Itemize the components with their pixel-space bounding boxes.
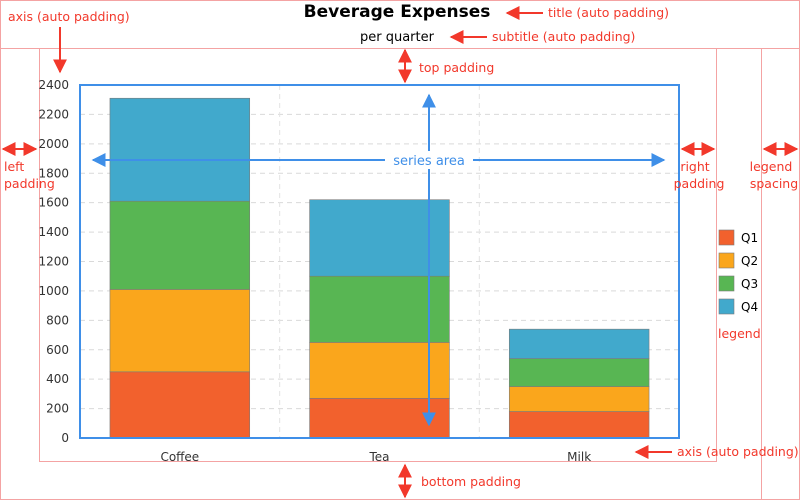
left-padding-label-line1: left [4, 159, 24, 174]
legend-spacing-label-line1: legend [750, 159, 793, 174]
legend-swatch [718, 298, 735, 315]
y-tick-label: 2000 [38, 137, 69, 151]
top-padding-label: top padding [419, 60, 494, 75]
legend: Q1 Q2 Q3 Q4 [718, 229, 758, 315]
y-tick-label: 2400 [38, 78, 69, 92]
y-tick-label: 1200 [38, 255, 69, 269]
bar-milk-q1 [508, 411, 650, 439]
legend-swatch [718, 252, 735, 269]
y-tick-label: 200 [46, 402, 69, 416]
y-tick-label: 1800 [38, 166, 69, 180]
legend-swatch [718, 229, 735, 246]
legend-label: Q3 [741, 277, 758, 291]
legend-spacing-label-line2: spacing [750, 176, 798, 191]
y-tick-label: 600 [46, 343, 69, 357]
y-tick-label: 400 [46, 372, 69, 386]
subtitle-note-label: subtitle (auto padding) [492, 29, 635, 44]
legend-label: Q2 [741, 254, 758, 268]
bar-milk-q4 [508, 328, 650, 359]
series-area-label: series area [393, 154, 465, 169]
bar-coffee-q3 [109, 200, 251, 290]
bar-coffee-q4 [109, 97, 251, 202]
left-padding-label-line2: padding [4, 176, 55, 191]
x-axis-categories: Coffee Tea Milk [160, 450, 591, 464]
y-tick-label: 800 [46, 313, 69, 327]
legend-label: Q1 [741, 231, 758, 245]
axis-top-label: axis (auto padding) [8, 9, 130, 24]
left-padding-label: left padding [4, 159, 55, 191]
legend-spacing-label: legend spacing [750, 159, 798, 191]
legend-swatch [718, 275, 735, 292]
y-tick-label: 1600 [38, 196, 69, 210]
y-tick-label: 2200 [38, 107, 69, 121]
chart-title: Beverage Expenses [304, 2, 491, 22]
legend-annotation-label: legend [718, 326, 761, 341]
y-axis-ticks: 0 200 400 600 800 1000 1200 1400 1600 1800 2000 220… [38, 78, 69, 445]
x-category-label: Coffee [160, 450, 199, 464]
series-area-label-bg [386, 151, 472, 169]
y-tick-label: 1400 [38, 225, 69, 239]
legend-label: Q4 [741, 300, 758, 314]
x-category-label: Tea [368, 450, 389, 464]
right-padding-label: right padding [674, 159, 725, 191]
series-area-border [79, 84, 680, 439]
title-note-label: title (auto padding) [548, 5, 669, 20]
bar-milk-q2 [508, 386, 650, 412]
bars-layer [109, 97, 650, 439]
bar-milk-q3 [508, 358, 650, 387]
bar-coffee-q1 [109, 371, 251, 439]
y-tick-label: 0 [61, 431, 69, 445]
right-padding-label-line2: padding [674, 176, 725, 191]
y-tick-label: 1000 [38, 284, 69, 298]
plot-guide-frame [39, 48, 717, 462]
bar-coffee-q2 [109, 289, 251, 373]
axis-bottom-label: axis (auto padding) [677, 444, 799, 459]
bottom-padding-label: bottom padding [421, 474, 521, 489]
right-padding-label-line1: right [680, 159, 709, 174]
chart-subtitle: per quarter [360, 30, 435, 45]
x-category-label: Milk [567, 450, 591, 464]
